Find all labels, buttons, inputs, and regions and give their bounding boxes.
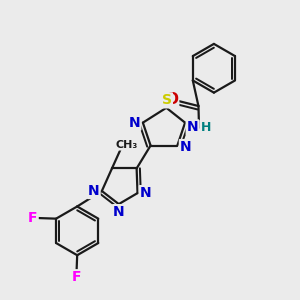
- Text: N: N: [113, 205, 124, 219]
- Text: F: F: [28, 211, 38, 225]
- Text: H: H: [200, 121, 211, 134]
- Text: N: N: [88, 184, 100, 198]
- Text: N: N: [140, 186, 152, 200]
- Text: F: F: [72, 270, 81, 284]
- Text: S: S: [162, 93, 172, 107]
- Text: N: N: [129, 116, 140, 130]
- Text: N: N: [180, 140, 191, 154]
- Text: CH₃: CH₃: [116, 140, 138, 150]
- Text: O: O: [165, 92, 178, 107]
- Text: N: N: [187, 120, 198, 134]
